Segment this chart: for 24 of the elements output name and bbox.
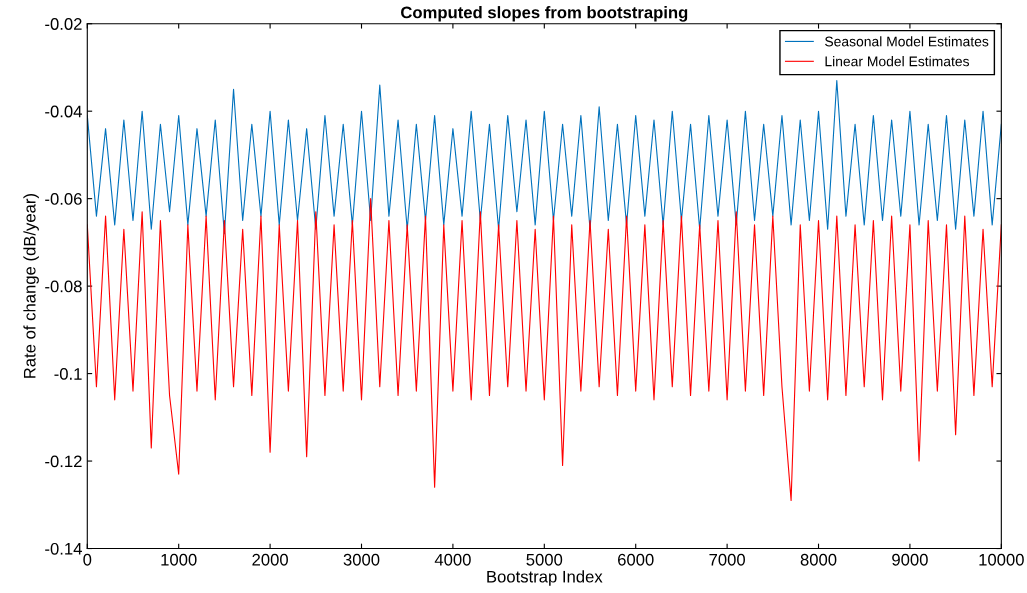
- x-tick-label: 8000: [800, 553, 837, 566]
- y-axis-title: Rate of change (dB/year): [23, 194, 39, 378]
- x-axis-title: Bootstrap Index: [487, 570, 603, 586]
- y-tick-label: -0.08: [45, 280, 82, 293]
- x-tick-label: 7000: [709, 553, 745, 566]
- x-tick-label: 3000: [343, 553, 380, 566]
- y-tick-label: -0.1: [54, 367, 82, 380]
- y-tick-label: -0.06: [45, 193, 82, 205]
- legend-label: Seasonal Model Estimates: [825, 36, 989, 47]
- y-tick-label: -0.04: [45, 105, 82, 118]
- x-tick-label: 4000: [434, 553, 471, 566]
- y-tick-label: -0.02: [45, 18, 82, 30]
- x-tick-label: 0: [83, 553, 92, 566]
- x-tick-label: 9000: [892, 553, 928, 566]
- x-tick-label: 5000: [526, 553, 563, 566]
- x-tick-label: 6000: [618, 553, 654, 566]
- x-tick-label: 1000: [161, 553, 197, 566]
- line-series: [87, 198, 1002, 501]
- x-tick-label: 10000: [979, 553, 1024, 566]
- chart-title: Computed slopes from bootstraping: [401, 6, 688, 22]
- y-tick-label: -0.12: [45, 455, 82, 468]
- legend-label: Linear Model Estimates: [825, 56, 970, 67]
- x-tick-label: 2000: [252, 553, 288, 566]
- y-tick-label: -0.14: [45, 542, 82, 555]
